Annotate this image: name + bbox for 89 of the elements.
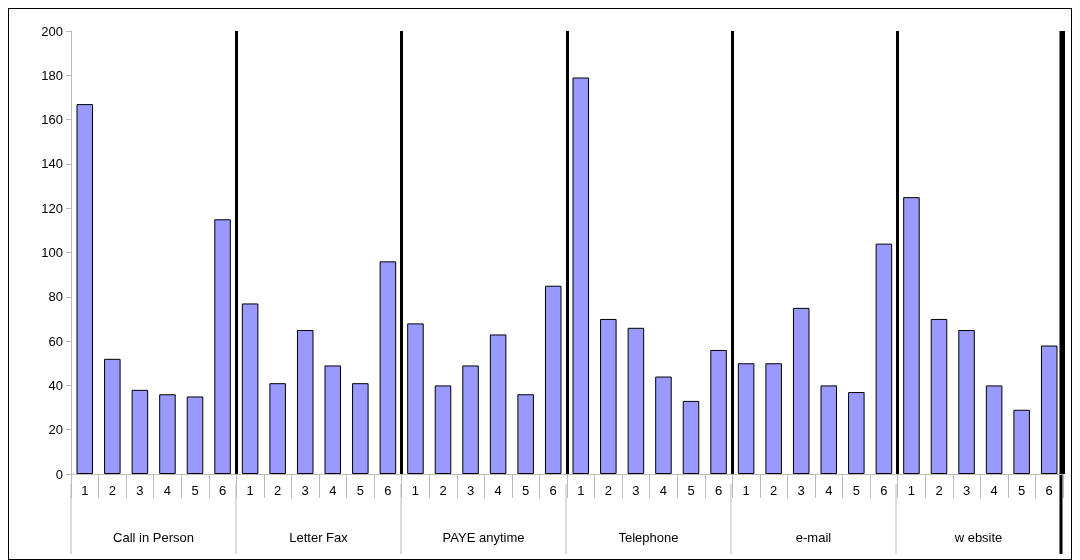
bar: [710, 349, 727, 474]
x-tick-label: 4: [825, 483, 833, 498]
x-tick-label: 1: [742, 483, 750, 498]
bar: [627, 327, 645, 474]
text: PAYE anytime: [442, 530, 525, 545]
x-tick-label: 5: [1018, 483, 1026, 498]
bar: [958, 330, 975, 474]
x-tick-label: 6: [714, 483, 723, 498]
x-tick-label: 3: [466, 483, 475, 498]
x-tick-label: 1: [577, 483, 585, 498]
bar: [434, 385, 452, 474]
x-tick-label: 3: [136, 483, 144, 498]
x-tick-label: 5: [687, 483, 695, 498]
x-tick-label: 2: [439, 483, 447, 498]
bar: [186, 396, 204, 474]
bar: [214, 219, 231, 474]
bar: [489, 334, 507, 474]
x-tick-label: 4: [329, 483, 337, 498]
text: Letter Fax: [289, 530, 349, 545]
bar: [159, 394, 176, 474]
y-tick-label: 180: [41, 67, 63, 83]
bar: [296, 330, 314, 474]
bar: [324, 365, 342, 474]
bar: [572, 77, 590, 474]
x-tick-label: 2: [604, 483, 612, 498]
y-tick-label: 100: [41, 245, 63, 260]
x-tick-label: 4: [494, 483, 502, 498]
text: Call in Person: [113, 530, 194, 545]
x-tick-label: 1: [907, 483, 916, 498]
x-tick-label: 5: [852, 483, 860, 498]
y-tick-label: 60: [48, 333, 63, 349]
x-tick-label: 5: [522, 483, 530, 498]
y-tick-label: 200: [41, 23, 63, 39]
x-tick-label: 5: [356, 483, 364, 498]
x-tick-label: 6: [549, 483, 557, 498]
x-tick-label: 2: [770, 483, 778, 498]
x-tick-label: 1: [411, 483, 420, 498]
bar: [737, 363, 755, 474]
x-tick-label: 6: [1045, 483, 1053, 498]
bar: [379, 261, 397, 474]
bar: [544, 285, 562, 474]
y-tick-label: 0: [55, 466, 63, 482]
bar: [1013, 409, 1030, 474]
bar: [765, 363, 782, 474]
x-tick-label: 2: [935, 483, 943, 498]
x-tick-label: 1: [246, 483, 254, 498]
bar: [131, 389, 149, 474]
bar: [682, 400, 700, 474]
bar: [104, 358, 121, 474]
bar: [792, 307, 810, 474]
x-tick-label: 2: [274, 483, 282, 498]
x-tick-label: 4: [163, 483, 172, 498]
bar: [352, 383, 369, 474]
bar: [930, 318, 948, 474]
text: e-mail: [795, 530, 832, 545]
bar: [848, 392, 865, 474]
y-tick-label: 40: [48, 377, 63, 393]
x-tick-label: 6: [218, 483, 227, 498]
y-tick-label: 20: [48, 422, 63, 438]
bar: [407, 323, 424, 474]
text: Telephone: [618, 530, 679, 545]
bar: [655, 376, 672, 474]
bar: [820, 385, 838, 474]
y-tick-label: 120: [41, 200, 63, 216]
x-tick-label: 2: [108, 483, 116, 498]
x-tick-label: 3: [632, 483, 640, 498]
bar: [985, 385, 1003, 474]
x-tick-label: 6: [880, 483, 888, 498]
x-tick-label: 3: [797, 483, 805, 498]
x-tick-label: 6: [384, 483, 392, 498]
y-tick-label: 80: [48, 289, 63, 305]
x-tick-label: 1: [81, 483, 89, 498]
x-tick-label: 4: [990, 483, 998, 498]
x-tick-label: 4: [659, 483, 668, 498]
bar: [517, 394, 534, 474]
bar: [462, 365, 479, 474]
x-tick-label: 5: [191, 483, 199, 498]
bar: [1040, 345, 1058, 474]
x-tick-label: 3: [962, 483, 971, 498]
x-tick-label: 3: [301, 483, 309, 498]
y-tick-label: 140: [41, 156, 63, 172]
bar: [76, 104, 94, 474]
text: w ebsite: [953, 530, 1003, 545]
bar: [600, 318, 617, 474]
bar: [903, 197, 920, 474]
y-tick-label: 160: [41, 112, 63, 128]
bar: [241, 303, 259, 474]
bar: [875, 243, 893, 474]
bar: [269, 383, 286, 474]
